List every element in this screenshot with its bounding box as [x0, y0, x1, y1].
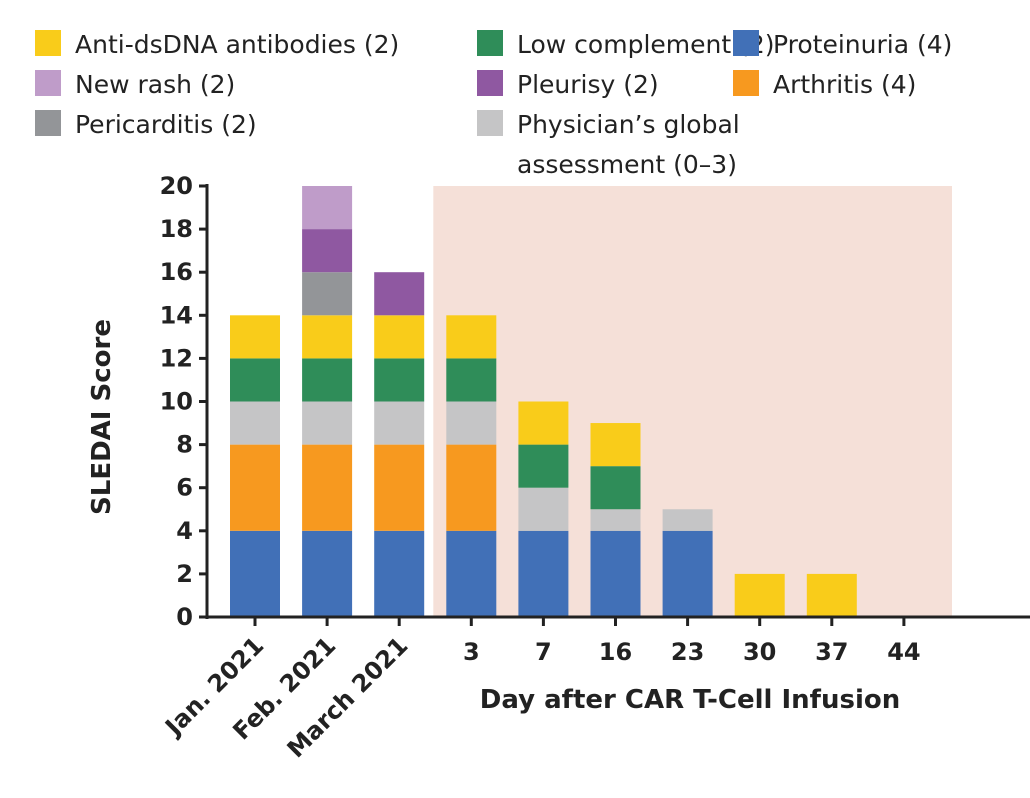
legend-label: Arthritis (4) [773, 70, 916, 99]
legend-label: assessment (0–3) [517, 150, 737, 179]
bar-segment [518, 444, 569, 488]
bar-segment [302, 272, 353, 316]
x-axis-title: Day after CAR T-Cell Infusion [480, 685, 900, 715]
bar-stack [518, 401, 569, 617]
bar-segment [518, 530, 569, 617]
bar-stack [446, 315, 497, 617]
legend-item: Arthritis (4) [733, 70, 916, 99]
bar-segment [374, 401, 425, 445]
x-tick-label: 16 [599, 638, 632, 666]
bar-stack [734, 573, 785, 617]
bar-segment [590, 530, 641, 617]
bar-stack [230, 315, 280, 617]
y-tick-label: 8 [176, 431, 193, 459]
bar-segment [446, 530, 497, 617]
y-axis-title: SLEDAI Score [87, 319, 117, 515]
bar-segment [302, 186, 353, 230]
y-tick-label: 18 [160, 215, 193, 243]
bar-stack [302, 186, 353, 617]
bar-segment [446, 315, 497, 359]
bar-segment [590, 423, 641, 467]
bar-segment [374, 444, 425, 531]
x-tick-label: 37 [815, 638, 848, 666]
legend-label: Anti-dsDNA antibodies (2) [75, 30, 399, 59]
legend-item: Proteinuria (4) [733, 30, 952, 59]
bar-segment [590, 466, 641, 510]
legend-swatch [477, 70, 503, 96]
y-tick-label: 2 [176, 560, 193, 588]
legend-item: Low complement (2) [477, 30, 775, 59]
bar-segment [230, 444, 280, 531]
bar-segment [302, 401, 353, 445]
bar-segment [590, 509, 641, 531]
bar-segment [518, 487, 569, 531]
y-tick-label: 20 [160, 172, 193, 200]
legend-label: Physician’s global [517, 110, 740, 139]
bar-segment [734, 573, 785, 617]
bar-segment [518, 401, 569, 445]
legend-item: Pleurisy (2) [477, 70, 659, 99]
bar-segment [302, 358, 353, 402]
bar-segment [302, 530, 353, 617]
x-tick-label: 30 [743, 638, 776, 666]
legend-label: Proteinuria (4) [773, 30, 952, 59]
bar-segment [374, 530, 425, 617]
legend-swatch [35, 70, 61, 96]
bar-stack [662, 509, 713, 617]
x-tick-label: 23 [671, 638, 704, 666]
bar-segment [230, 530, 280, 617]
y-tick-label: 16 [160, 258, 193, 286]
legend-item: Anti-dsDNA antibodies (2) [35, 30, 399, 59]
bar-stack [374, 272, 425, 617]
bar-segment [806, 573, 857, 617]
y-tick-label: 12 [160, 344, 193, 372]
bar-segment [662, 530, 713, 617]
legend-swatch [477, 30, 503, 56]
bar-segment [302, 315, 353, 359]
bar-segment [374, 272, 425, 316]
legend-label: Pleurisy (2) [517, 70, 659, 99]
legend-item: Physician’s global assessment (0–3) [477, 110, 740, 179]
legend-label: New rash (2) [75, 70, 235, 99]
bar-segment [662, 509, 713, 531]
bar-segment [302, 229, 353, 273]
legend-swatch [35, 110, 61, 136]
legend-label: Pericarditis (2) [75, 110, 257, 139]
bar-segment [446, 444, 497, 531]
bar-segment [374, 358, 425, 402]
bar-segment [230, 358, 280, 402]
y-tick-label: 14 [160, 301, 193, 329]
bar-segment [230, 401, 280, 445]
y-tick-label: 4 [176, 517, 193, 545]
legend-swatch [35, 30, 61, 56]
bar-segment [374, 315, 425, 359]
x-tick-label: 3 [463, 638, 480, 666]
legend-item: Pericarditis (2) [35, 110, 257, 139]
x-tick-label: 44 [887, 638, 920, 666]
y-tick-label: 10 [160, 388, 193, 416]
x-tick-label: 7 [535, 638, 552, 666]
legend-swatch [733, 30, 759, 56]
bar-segment [446, 401, 497, 445]
bars [230, 186, 857, 617]
bar-segment [230, 315, 280, 359]
legend: Anti-dsDNA antibodies (2) New rash (2) Per… [35, 30, 952, 179]
legend-item: New rash (2) [35, 70, 235, 99]
bar-stack [590, 423, 641, 617]
bar-segment [302, 444, 353, 531]
bar-stack [806, 573, 857, 617]
y-tick-label: 0 [176, 603, 193, 631]
legend-swatch [477, 110, 503, 136]
bar-segment [446, 358, 497, 402]
legend-label: Low complement (2) [517, 30, 775, 59]
legend-swatch [733, 70, 759, 96]
y-tick-label: 6 [176, 474, 193, 502]
